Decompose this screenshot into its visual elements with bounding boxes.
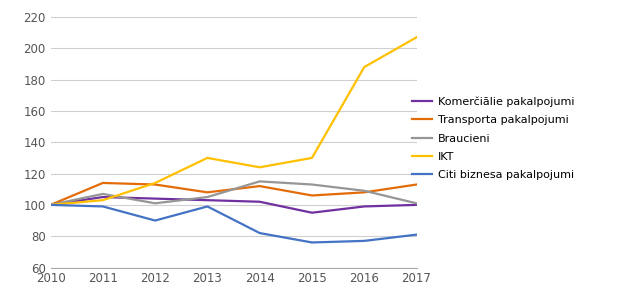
Komerčiālie pakalpojumi	[256, 200, 264, 204]
IKT	[47, 203, 54, 207]
Transporta pakalpojumi	[360, 191, 368, 194]
IKT	[99, 198, 107, 202]
Komerčiālie pakalpojumi	[151, 197, 159, 200]
Legend: Komerčiālie pakalpojumi, Transporta pakalpojumi, Braucieni, IKT, Citi biznesa pa: Komerčiālie pakalpojumi, Transporta paka…	[411, 96, 575, 181]
Citi biznesa pakalpojumi	[360, 239, 368, 243]
IKT	[256, 165, 264, 169]
Braucieni	[308, 183, 316, 186]
Line: Citi biznesa pakalpojumi: Citi biznesa pakalpojumi	[51, 205, 416, 243]
Citi biznesa pakalpojumi	[413, 233, 420, 237]
Citi biznesa pakalpojumi	[256, 231, 264, 235]
Citi biznesa pakalpojumi	[151, 219, 159, 222]
Komerčiālie pakalpojumi	[99, 195, 107, 199]
Citi biznesa pakalpojumi	[308, 241, 316, 244]
IKT	[151, 181, 159, 185]
Transporta pakalpojumi	[256, 184, 264, 188]
IKT	[413, 36, 420, 39]
Braucieni	[413, 202, 420, 205]
Line: Braucieni: Braucieni	[51, 181, 416, 205]
IKT	[360, 65, 368, 69]
Citi biznesa pakalpojumi	[204, 205, 211, 208]
Line: Komerčiālie pakalpojumi: Komerčiālie pakalpojumi	[51, 197, 416, 213]
Transporta pakalpojumi	[308, 194, 316, 197]
IKT	[308, 156, 316, 160]
IKT	[204, 156, 211, 160]
Braucieni	[256, 180, 264, 183]
Line: Transporta pakalpojumi: Transporta pakalpojumi	[51, 183, 416, 205]
Transporta pakalpojumi	[151, 183, 159, 186]
Komerčiālie pakalpojumi	[413, 203, 420, 207]
Transporta pakalpojumi	[204, 191, 211, 194]
Braucieni	[99, 192, 107, 196]
Komerčiālie pakalpojumi	[204, 198, 211, 202]
Braucieni	[47, 203, 54, 207]
Braucieni	[204, 195, 211, 199]
Transporta pakalpojumi	[47, 203, 54, 207]
Transporta pakalpojumi	[99, 181, 107, 185]
Transporta pakalpojumi	[413, 183, 420, 186]
Citi biznesa pakalpojumi	[99, 205, 107, 208]
Komerčiālie pakalpojumi	[47, 203, 54, 207]
Line: IKT: IKT	[51, 37, 416, 205]
Komerčiālie pakalpojumi	[308, 211, 316, 215]
Braucieni	[360, 189, 368, 193]
Citi biznesa pakalpojumi	[47, 203, 54, 207]
Komerčiālie pakalpojumi	[360, 205, 368, 208]
Braucieni	[151, 202, 159, 205]
